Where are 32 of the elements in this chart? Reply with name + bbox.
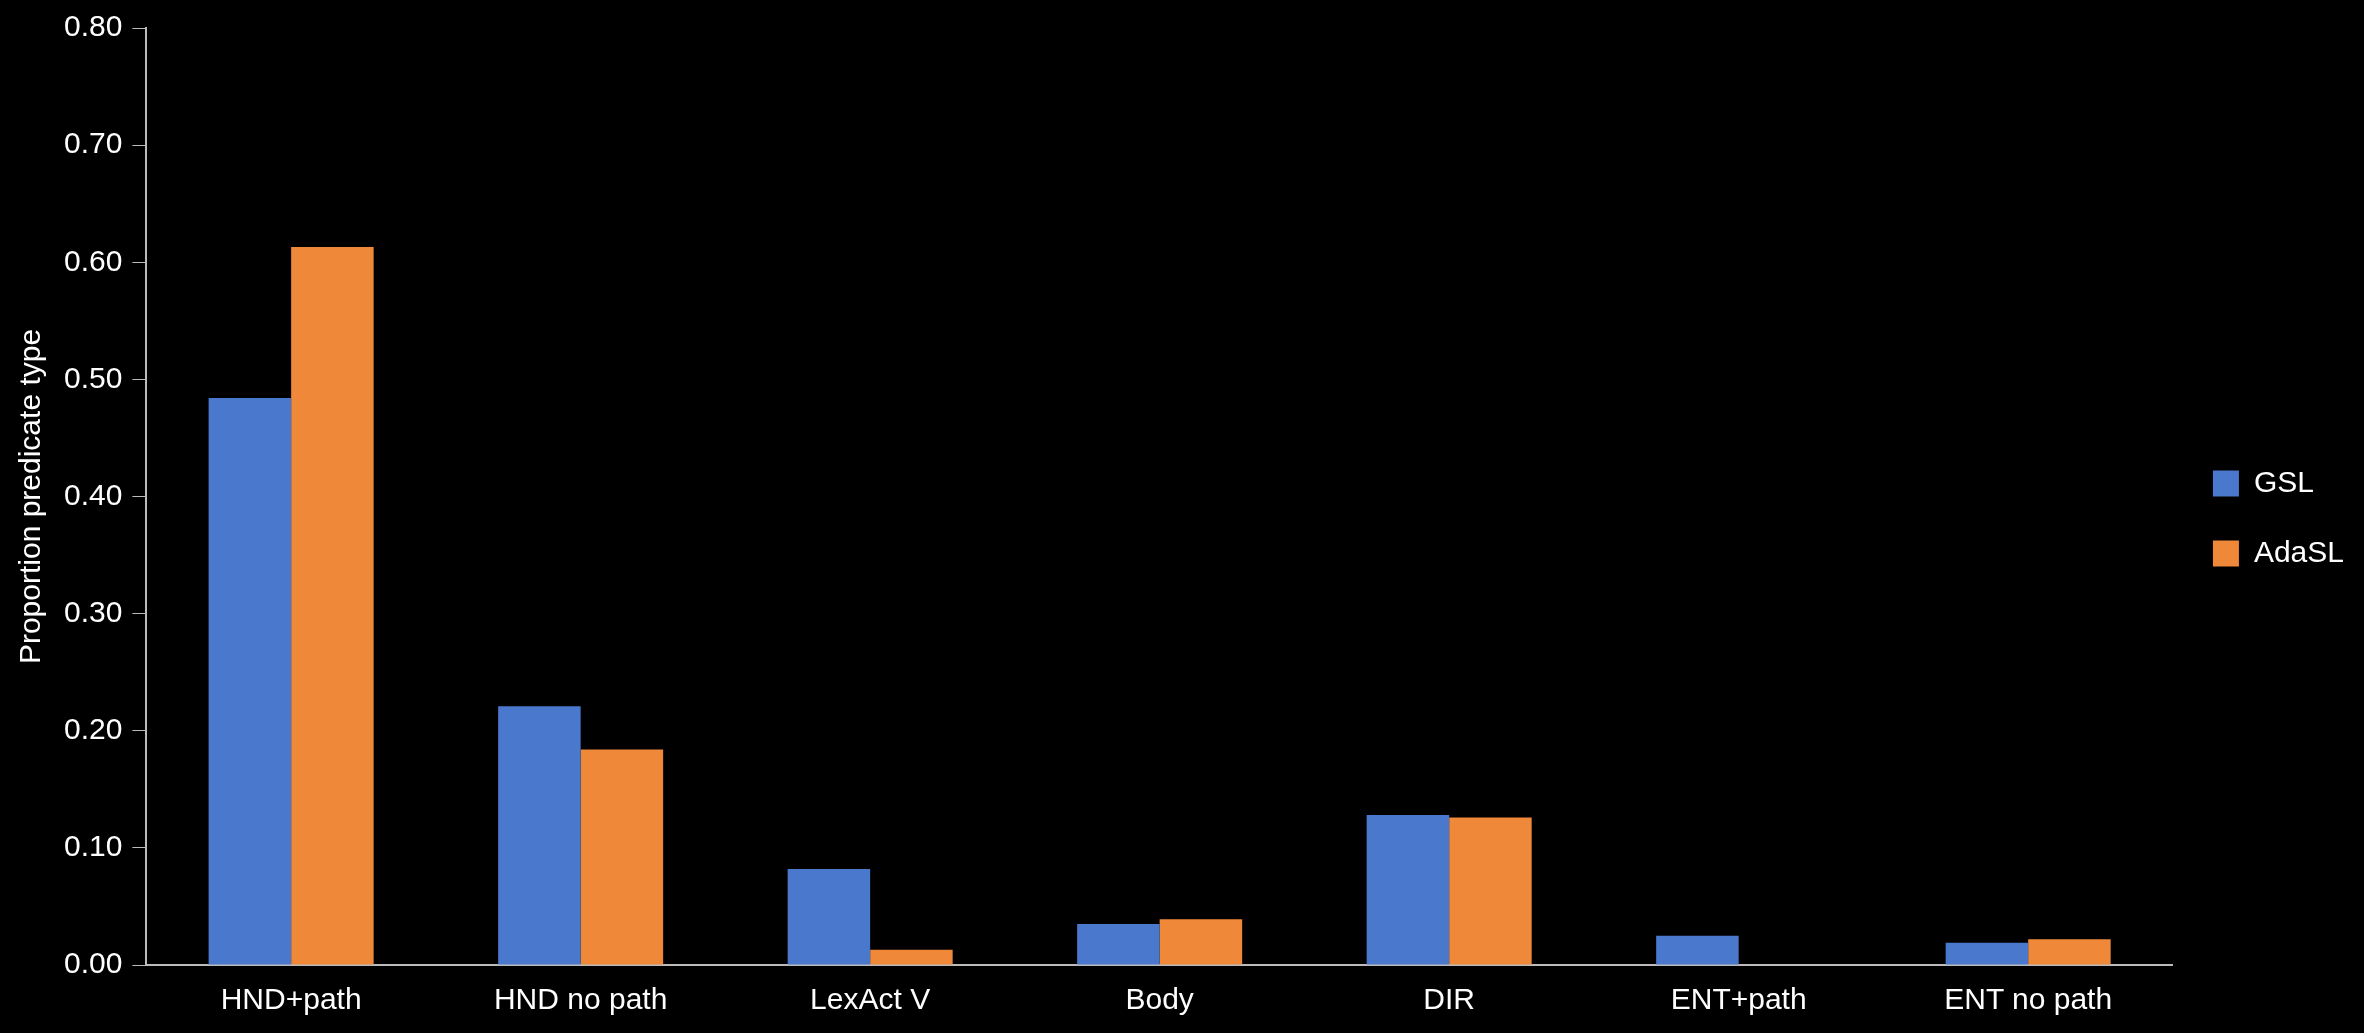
bar	[498, 706, 581, 965]
x-tick-label: Body	[1125, 982, 1194, 1016]
x-tick-label: ENT no path	[1944, 982, 2113, 1016]
y-tick-label: 0.80	[64, 9, 123, 43]
x-tick-label: HND no path	[493, 982, 668, 1016]
bar	[1366, 815, 1450, 965]
bar	[1077, 924, 1160, 965]
y-tick-label: 0.30	[64, 594, 123, 628]
y-tick-label: 0.40	[64, 477, 123, 511]
bar	[1945, 942, 2029, 965]
y-tick-label: 0.00	[64, 946, 123, 980]
y-tick-label: 0.10	[64, 829, 123, 863]
x-tick-label: LexAct V	[810, 982, 931, 1016]
y-tick-label: 0.60	[64, 243, 123, 277]
x-tick-label: ENT+path	[1670, 982, 1807, 1016]
bar	[1159, 919, 1243, 965]
bar	[291, 247, 374, 965]
legend-label: AdaSL	[2253, 534, 2344, 568]
legend-label: GSL	[2253, 464, 2314, 498]
y-axis-title: Proportion predicate type	[13, 328, 47, 665]
bar	[1656, 935, 1739, 965]
bar	[208, 398, 292, 965]
x-tick-label: HND+path	[220, 982, 362, 1016]
bar	[870, 949, 953, 965]
bar	[2028, 939, 2111, 965]
bar	[1449, 817, 1532, 965]
x-tick-label: DIR	[1423, 982, 1475, 1016]
bar	[580, 749, 664, 965]
y-tick-label: 0.70	[64, 126, 123, 160]
bar	[787, 868, 871, 965]
y-tick-label: 0.20	[64, 712, 123, 746]
y-tick-label: 0.50	[64, 360, 123, 394]
